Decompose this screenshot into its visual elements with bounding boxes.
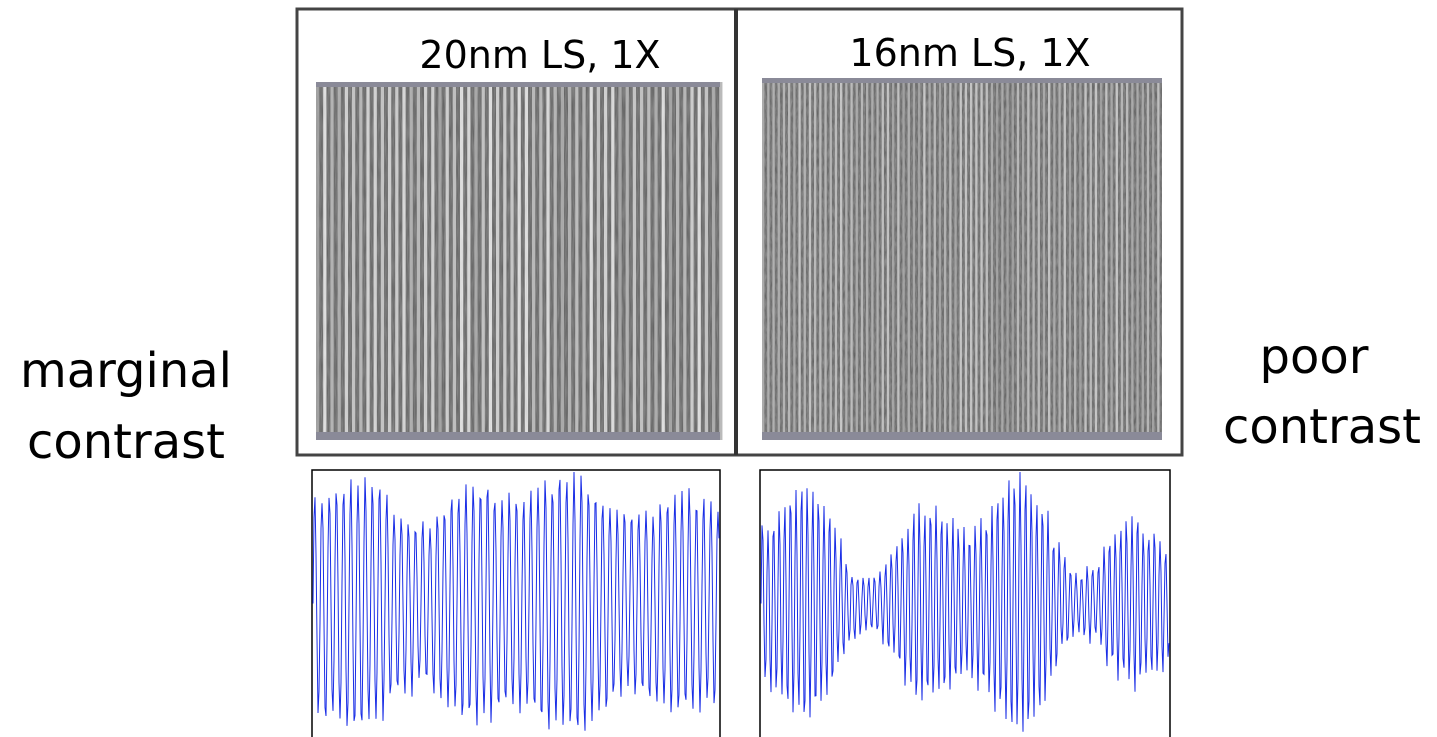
panel-title: 20nm LS, 1X [419,33,660,77]
grating-noise [316,82,720,440]
side-label: marginal [20,343,232,399]
grating-noise [762,78,1162,440]
grating-image [316,82,723,440]
grating-edge [316,82,720,87]
grating-image [762,78,1162,440]
intensity-profile [760,471,1170,732]
intensity-profile [312,471,720,731]
grating-line [719,82,723,440]
grating-edge [762,78,1162,83]
grating-edge [762,432,1162,440]
side-label: contrast [27,414,225,470]
side-label: poor [1260,329,1369,385]
panel-title: 16nm LS, 1X [849,31,1090,75]
side-label: contrast [1223,399,1421,455]
grating-edge [316,432,720,440]
